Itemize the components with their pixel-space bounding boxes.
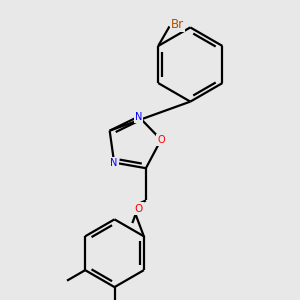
Text: Br: Br [171, 18, 184, 31]
Text: N: N [110, 158, 118, 168]
Text: N: N [135, 112, 142, 122]
Text: O: O [135, 203, 143, 214]
Text: O: O [157, 135, 165, 145]
